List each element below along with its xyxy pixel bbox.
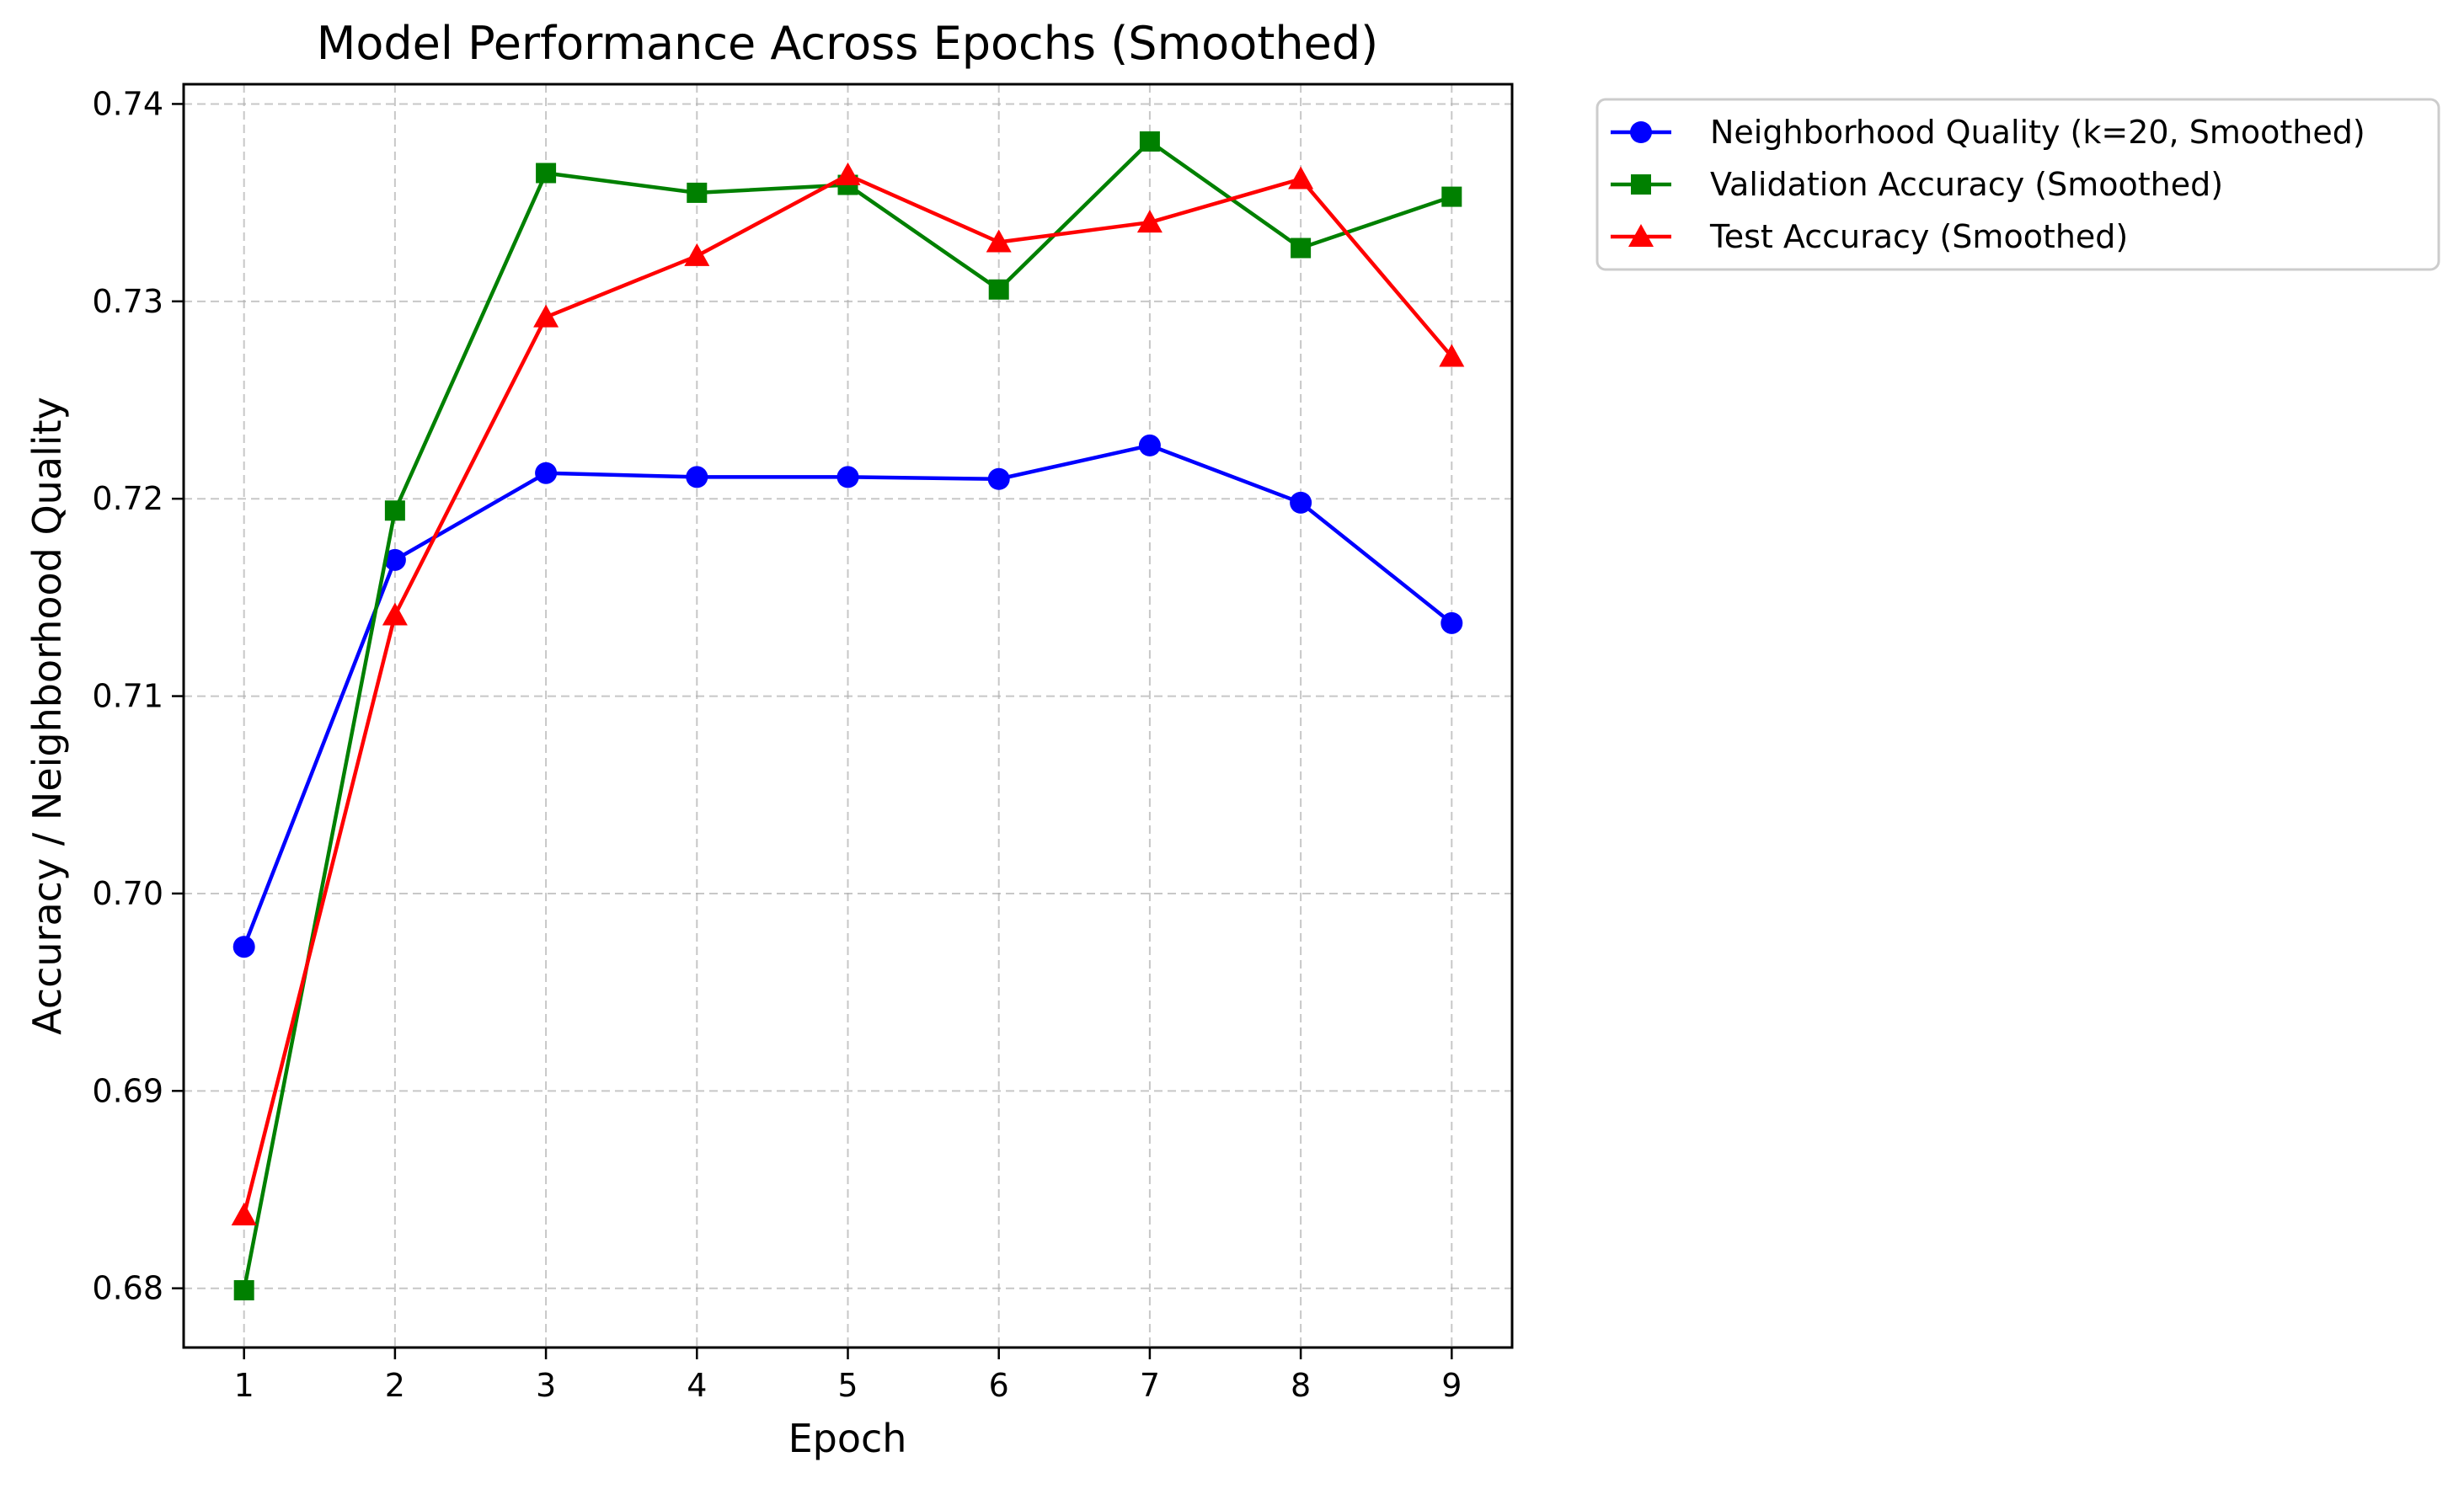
data-point bbox=[836, 466, 859, 488]
x-tick-label: 5 bbox=[837, 1367, 858, 1404]
legend-marker bbox=[1631, 174, 1651, 195]
x-tick-label: 2 bbox=[385, 1367, 405, 1404]
y-tick-label: 0.72 bbox=[92, 480, 163, 517]
data-point bbox=[1441, 186, 1462, 207]
data-point bbox=[384, 500, 405, 521]
data-point bbox=[233, 936, 255, 958]
x-tick-label: 6 bbox=[989, 1367, 1009, 1404]
data-point bbox=[988, 279, 1009, 300]
y-tick-label: 0.69 bbox=[92, 1072, 163, 1109]
series-1 bbox=[233, 434, 1463, 958]
data-point bbox=[1440, 611, 1463, 634]
data-point bbox=[231, 1202, 257, 1225]
data-point bbox=[533, 304, 559, 328]
x-tick-label: 3 bbox=[536, 1367, 556, 1404]
x-tick-label: 4 bbox=[687, 1367, 707, 1404]
data-point bbox=[684, 243, 710, 266]
y-tick-label: 0.71 bbox=[92, 678, 163, 715]
data-point bbox=[1290, 491, 1312, 514]
data-point bbox=[536, 163, 557, 184]
legend-entry: Validation Accuracy (Smoothed) bbox=[1611, 166, 2223, 203]
series-3 bbox=[231, 162, 1465, 1225]
y-tick-label: 0.68 bbox=[92, 1270, 163, 1307]
data-point bbox=[1138, 434, 1161, 456]
x-tick-label: 7 bbox=[1140, 1367, 1160, 1404]
legend-marker bbox=[1628, 224, 1654, 247]
legend-label: Validation Accuracy (Smoothed) bbox=[1710, 166, 2223, 203]
y-tick-label: 0.70 bbox=[92, 875, 163, 912]
legend-entry: Test Accuracy (Smoothed) bbox=[1611, 218, 2128, 255]
legend: Neighborhood Quality (k=20, Smoothed) Val… bbox=[1595, 98, 2440, 271]
data-point bbox=[1136, 210, 1163, 233]
data-point bbox=[1139, 131, 1160, 152]
data-point bbox=[1288, 166, 1314, 189]
data-point bbox=[687, 182, 708, 203]
x-axis-label: Epoch bbox=[788, 1416, 907, 1461]
data-point bbox=[233, 1280, 254, 1301]
data-point bbox=[835, 162, 861, 185]
series-layer bbox=[231, 131, 1465, 1301]
data-point bbox=[382, 602, 408, 626]
legend-entry: Neighborhood Quality (k=20, Smoothed) bbox=[1611, 114, 2365, 151]
ticks: 1 2 3 4 5 6 7 8 9 0.68 0.69 0.70 0.71 0.72 0.73 0.74 bbox=[92, 85, 1462, 1404]
y-tick-label: 0.74 bbox=[92, 85, 163, 122]
y-tick-label: 0.73 bbox=[92, 283, 163, 320]
data-point bbox=[383, 548, 406, 571]
legend-box bbox=[1595, 98, 2440, 271]
data-point bbox=[535, 462, 558, 484]
data-point bbox=[1439, 344, 1465, 367]
legend-marker bbox=[1630, 121, 1652, 143]
x-tick-label: 1 bbox=[234, 1367, 254, 1404]
data-point bbox=[987, 467, 1010, 490]
data-point bbox=[686, 466, 708, 488]
x-tick-label: 8 bbox=[1291, 1367, 1311, 1404]
legend-label: Neighborhood Quality (k=20, Smoothed) bbox=[1710, 114, 2365, 151]
y-axis-label: Accuracy / Neighborhood Quality bbox=[24, 397, 70, 1035]
x-tick-label: 9 bbox=[1441, 1367, 1462, 1404]
legend-label: Test Accuracy (Smoothed) bbox=[1709, 218, 2128, 255]
data-point bbox=[986, 229, 1012, 253]
chart-title: Model Performance Across Epochs (Smoothe… bbox=[317, 17, 1378, 70]
data-point bbox=[1291, 237, 1312, 259]
